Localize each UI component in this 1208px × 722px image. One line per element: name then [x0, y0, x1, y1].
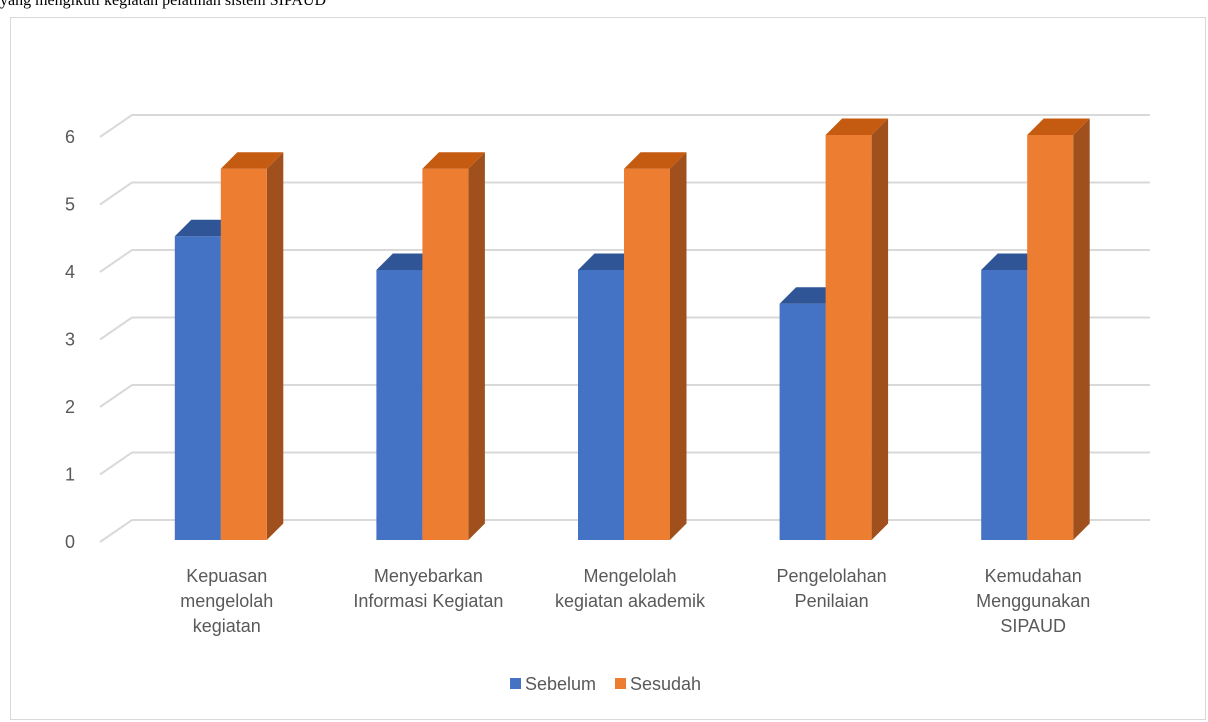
bars	[174, 118, 1090, 540]
category-label: Kepuasan mengelolah kegiatan	[180, 566, 273, 636]
bar-sesudah	[422, 152, 485, 540]
legend-label: Sebelum	[525, 674, 596, 694]
category-label: Kemudahan Menggunakan SIPAUD	[976, 566, 1090, 636]
legend-swatch	[510, 678, 521, 689]
legend-item-sesudah: Sesudah	[615, 674, 701, 694]
y-axis-ticks: 0 1 2 3 4 5 6	[65, 127, 75, 552]
y-tick-label: 0	[65, 532, 75, 552]
category-labels: Kepuasan mengelolah kegiatan Menyebarkan Inf…	[180, 566, 1090, 636]
page-text-fragment: yang mengikuti kegiatan pelatihan sistem…	[0, 0, 327, 9]
legend-swatch	[615, 678, 626, 689]
y-tick-label: 3	[65, 330, 75, 350]
y-tick-label: 2	[65, 397, 75, 417]
bar-sesudah	[1027, 118, 1090, 540]
category-label: Menyebarkan Informasi Kegiatan	[353, 566, 503, 611]
y-tick-label: 5	[65, 195, 75, 215]
legend-label: Sesudah	[630, 674, 701, 694]
bar-sesudah	[220, 152, 284, 540]
y-tick-label: 1	[65, 465, 75, 485]
y-tick-label: 6	[65, 127, 75, 147]
gridline	[99, 114, 1150, 138]
category-label: Mengelolah kegiatan akademik	[555, 566, 706, 611]
bar-sesudah	[825, 118, 889, 540]
y-tick-label: 4	[65, 262, 75, 282]
legend-item-sebelum: Sebelum	[510, 674, 596, 694]
bar-sesudah	[624, 152, 687, 540]
category-label: Pengelolahan Penilaian	[777, 566, 887, 611]
legend: Sebelum Sesudah	[510, 674, 701, 694]
